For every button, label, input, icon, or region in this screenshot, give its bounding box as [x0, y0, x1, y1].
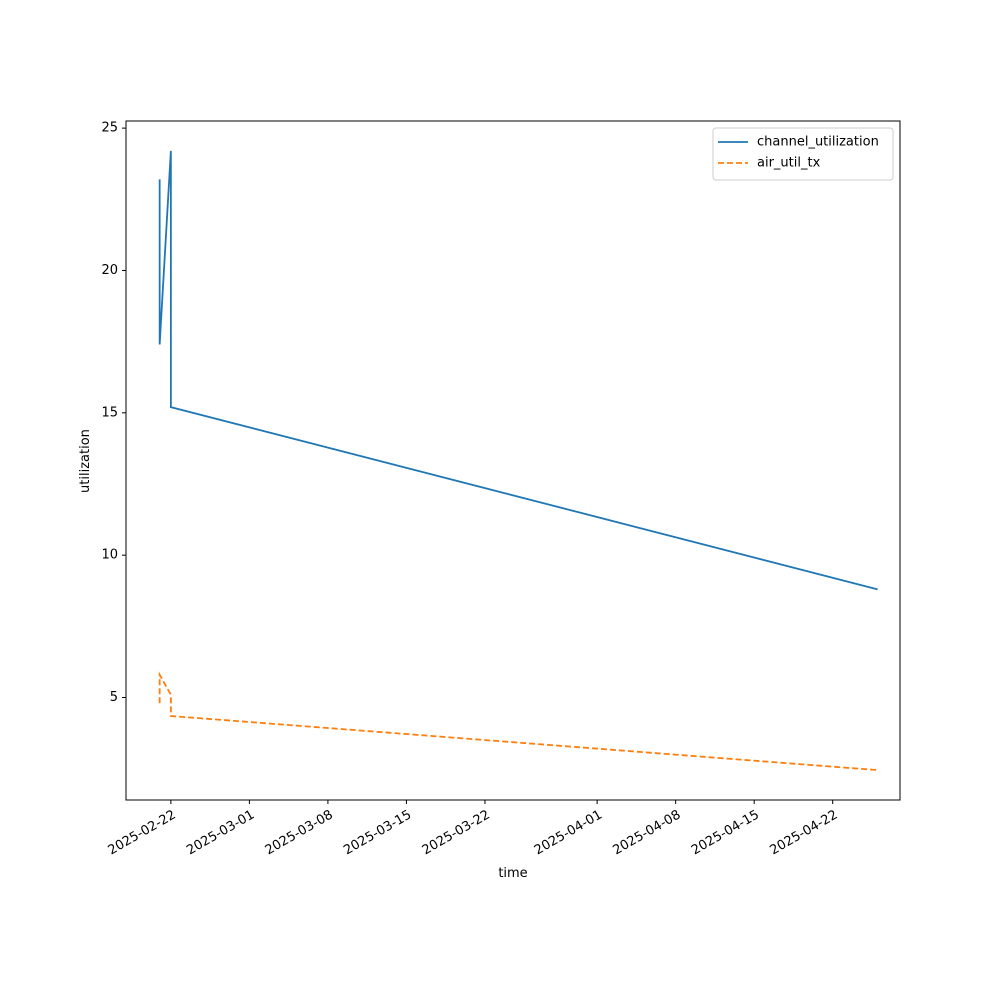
series-line: [158, 671, 878, 772]
x-tick-label: 2025-04-08: [610, 808, 683, 859]
y-tick-label: 5: [110, 690, 118, 705]
x-axis-label: time: [498, 866, 527, 881]
x-tick-label: 2025-03-01: [184, 808, 257, 859]
series-line: [158, 150, 878, 591]
legend-label: air_util_tx: [757, 156, 821, 171]
x-tick-label: 2025-03-15: [341, 808, 414, 859]
plot-frame: [125, 120, 901, 801]
x-tick-label: 2025-04-15: [689, 808, 762, 859]
y-tick-label: 10: [101, 548, 118, 563]
y-tick-label: 20: [101, 263, 118, 278]
x-tick-label: 2025-03-08: [263, 808, 336, 859]
x-tick-label: 2025-03-22: [420, 808, 493, 859]
legend-label: channel_utilization: [757, 135, 879, 150]
legend-box: [712, 127, 894, 181]
x-tick-label: 2025-04-22: [768, 808, 841, 859]
x-tick-label: 2025-02-22: [106, 808, 179, 859]
y-tick-label: 25: [101, 121, 118, 136]
y-tick-label: 15: [101, 405, 118, 420]
x-tick-label: 2025-04-01: [532, 808, 605, 859]
y-axis-label: utilization: [78, 429, 93, 493]
